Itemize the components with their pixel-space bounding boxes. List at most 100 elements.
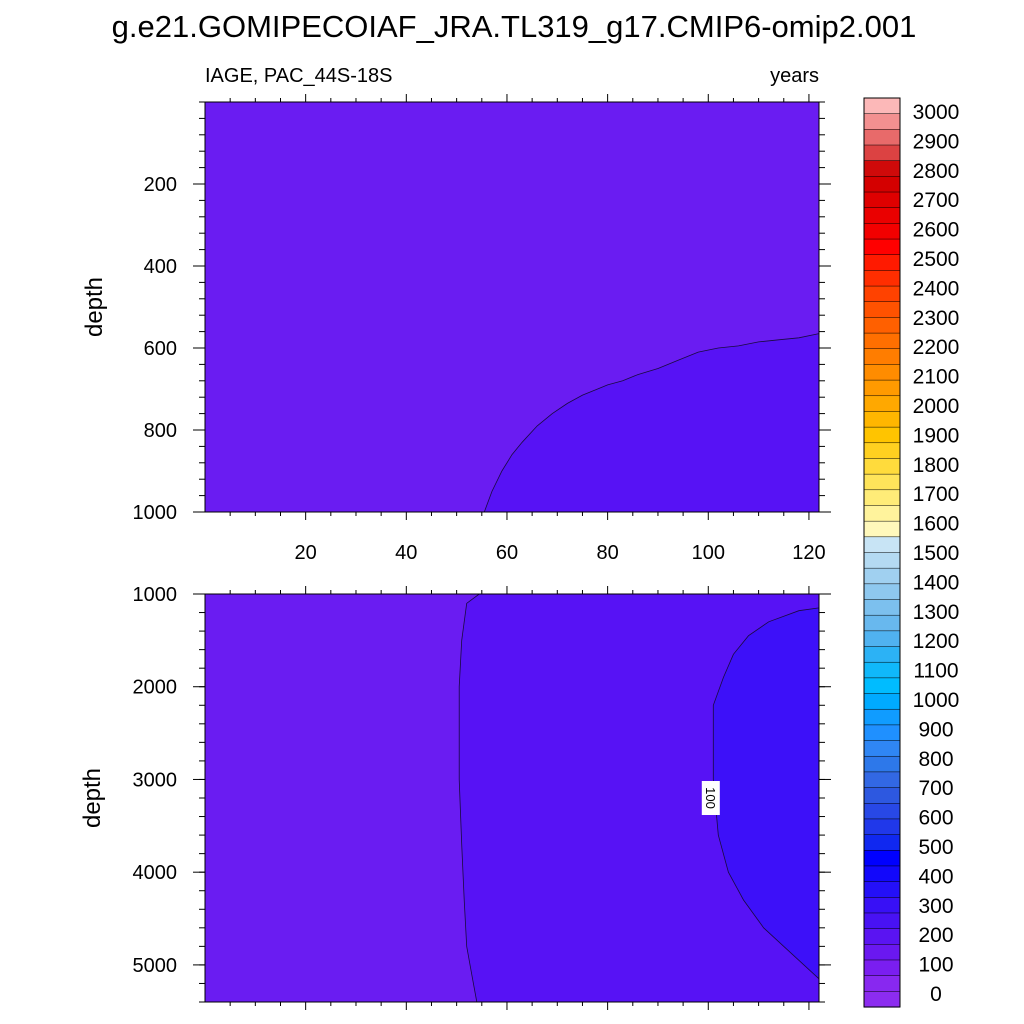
upper-contour-line-100 — [483, 333, 820, 513]
colorbar-swatch — [864, 458, 900, 475]
colorbar-swatch — [864, 944, 900, 961]
colorbar-frame — [863, 97, 901, 1008]
colorbar-label: 3000 — [913, 101, 960, 124]
colorbar-swatch — [864, 521, 900, 538]
lower-region-200-300 — [713, 607, 819, 979]
colorbar-label: 1600 — [913, 513, 960, 536]
lower-y-tick-label: 4000 — [133, 862, 178, 884]
colorbar-label: 2100 — [913, 366, 960, 389]
colorbar-label: 300 — [918, 895, 953, 918]
colorbar-swatch — [864, 254, 900, 271]
colorbar-swatch — [864, 552, 900, 569]
colorbar-swatch — [864, 207, 900, 224]
colorbar-swatch — [864, 897, 900, 914]
upper-plot-area — [205, 102, 820, 513]
upper-x-tick-label: 80 — [596, 542, 618, 564]
upper-y-axis-label: depth — [81, 277, 108, 337]
colorbar-swatch — [864, 239, 900, 256]
lower-contour-line-100 — [458, 593, 480, 1003]
colorbar-swatch — [864, 834, 900, 851]
colorbar-swatch — [864, 646, 900, 663]
colorbar-swatch — [864, 865, 900, 883]
colorbar-swatch — [864, 411, 900, 428]
colorbar-swatch — [864, 536, 900, 554]
colorbar-label: 1500 — [913, 542, 960, 565]
colorbar-swatch — [864, 818, 900, 836]
colorbar-swatch — [864, 286, 900, 303]
colorbar-swatch — [864, 959, 900, 977]
upper-y-tick-label: 1000 — [133, 502, 178, 524]
upper-x-tick-label: 100 — [692, 542, 725, 564]
colorbar-swatch — [864, 489, 900, 507]
colorbar-label: 500 — [918, 836, 953, 859]
colorbar-swatch — [864, 442, 900, 460]
colorbar-swatch — [864, 881, 900, 898]
colorbar-swatch — [864, 474, 900, 491]
upper-y-tick-label: 200 — [144, 174, 177, 196]
colorbar-swatch — [864, 803, 900, 820]
upper-panel: IAGE, PAC_44S-18S years 20 40 60 80 100 12020… — [81, 65, 831, 564]
colorbar-label: 2700 — [913, 189, 960, 212]
colorbar-swatch — [864, 145, 900, 162]
chart-title: g.e21.GOMIPECOIAF_JRA.TL319_g17.CMIP6-om… — [112, 9, 917, 44]
colorbar-swatch — [864, 427, 900, 444]
colorbar-swatch — [864, 98, 900, 115]
colorbar-swatch — [864, 599, 900, 616]
colorbar-label: 800 — [918, 748, 953, 771]
colorbar-label: 2200 — [913, 336, 960, 359]
upper-frame — [204, 101, 820, 513]
upper-y-tick-label: 600 — [144, 338, 177, 360]
colorbar-swatch — [864, 348, 900, 366]
lower-contour-label-group: 100 — [701, 781, 720, 815]
colorbar-swatch — [864, 301, 900, 319]
colorbar-label: 2300 — [913, 307, 960, 330]
colorbar-swatch — [864, 270, 900, 287]
colorbar-swatch — [864, 113, 900, 130]
colorbar-label: 1400 — [913, 571, 960, 594]
colorbar-swatch — [864, 975, 900, 992]
colorbar-label: 2900 — [913, 130, 960, 153]
upper-x-tick-label: 40 — [395, 542, 417, 564]
colorbar-swatch — [864, 724, 900, 742]
lower-axes: 1000 2000 3000 4000 5000 — [133, 584, 831, 1010]
colorbar-label: 2400 — [913, 277, 960, 300]
lower-y-tick-label: 1000 — [133, 584, 178, 606]
colorbar-swatch — [864, 333, 900, 350]
colorbar: 3000290028002700260025002400230022002100… — [863, 97, 960, 1008]
lower-y-axis-label: depth — [79, 768, 106, 828]
colorbar-label: 2000 — [913, 395, 960, 418]
colorbar-swatch — [864, 850, 900, 867]
colorbar-label: 1900 — [913, 424, 960, 447]
upper-axes: 20 40 60 80 100 120 200 400 600 800 1000 — [133, 94, 831, 564]
colorbar-label: 700 — [918, 777, 953, 800]
lower-panel: 100 1000 2000 3000 4000 5000 depth — [79, 584, 831, 1010]
colorbar-label: 0 — [930, 983, 942, 1006]
colorbar-label: 600 — [918, 807, 953, 830]
colorbar-swatch — [864, 740, 900, 757]
colorbar-swatch — [864, 176, 900, 193]
colorbar-swatch — [864, 709, 900, 726]
colorbar-label: 200 — [918, 924, 953, 947]
colorbar-swatch — [864, 395, 900, 413]
upper-region-100-200 — [484, 333, 819, 512]
colorbar-label: 1700 — [913, 483, 960, 506]
colorbar-swatch — [864, 630, 900, 648]
upper-x-tick-label: 120 — [792, 542, 825, 564]
colorbar-label: 2500 — [913, 248, 960, 271]
colorbar-swatch — [864, 192, 900, 209]
colorbar-swatch — [864, 223, 900, 240]
lower-contour-label: 100 — [703, 787, 718, 809]
lower-y-tick-label: 3000 — [133, 769, 178, 791]
colorbar-label: 2800 — [913, 160, 960, 183]
colorbar-label: 1200 — [913, 630, 960, 653]
upper-y-tick-label: 400 — [144, 256, 177, 278]
colorbar-swatch — [864, 615, 900, 632]
colorbar-swatch — [864, 756, 900, 773]
colorbar-swatch — [864, 380, 900, 397]
units-label: years — [770, 65, 819, 87]
colorbar-swatch — [864, 364, 900, 381]
variable-label: IAGE, PAC_44S-18S — [205, 65, 393, 87]
colorbar-label: 2600 — [913, 219, 960, 242]
colorbar-swatch — [864, 928, 900, 945]
colorbar-swatch — [864, 677, 900, 695]
